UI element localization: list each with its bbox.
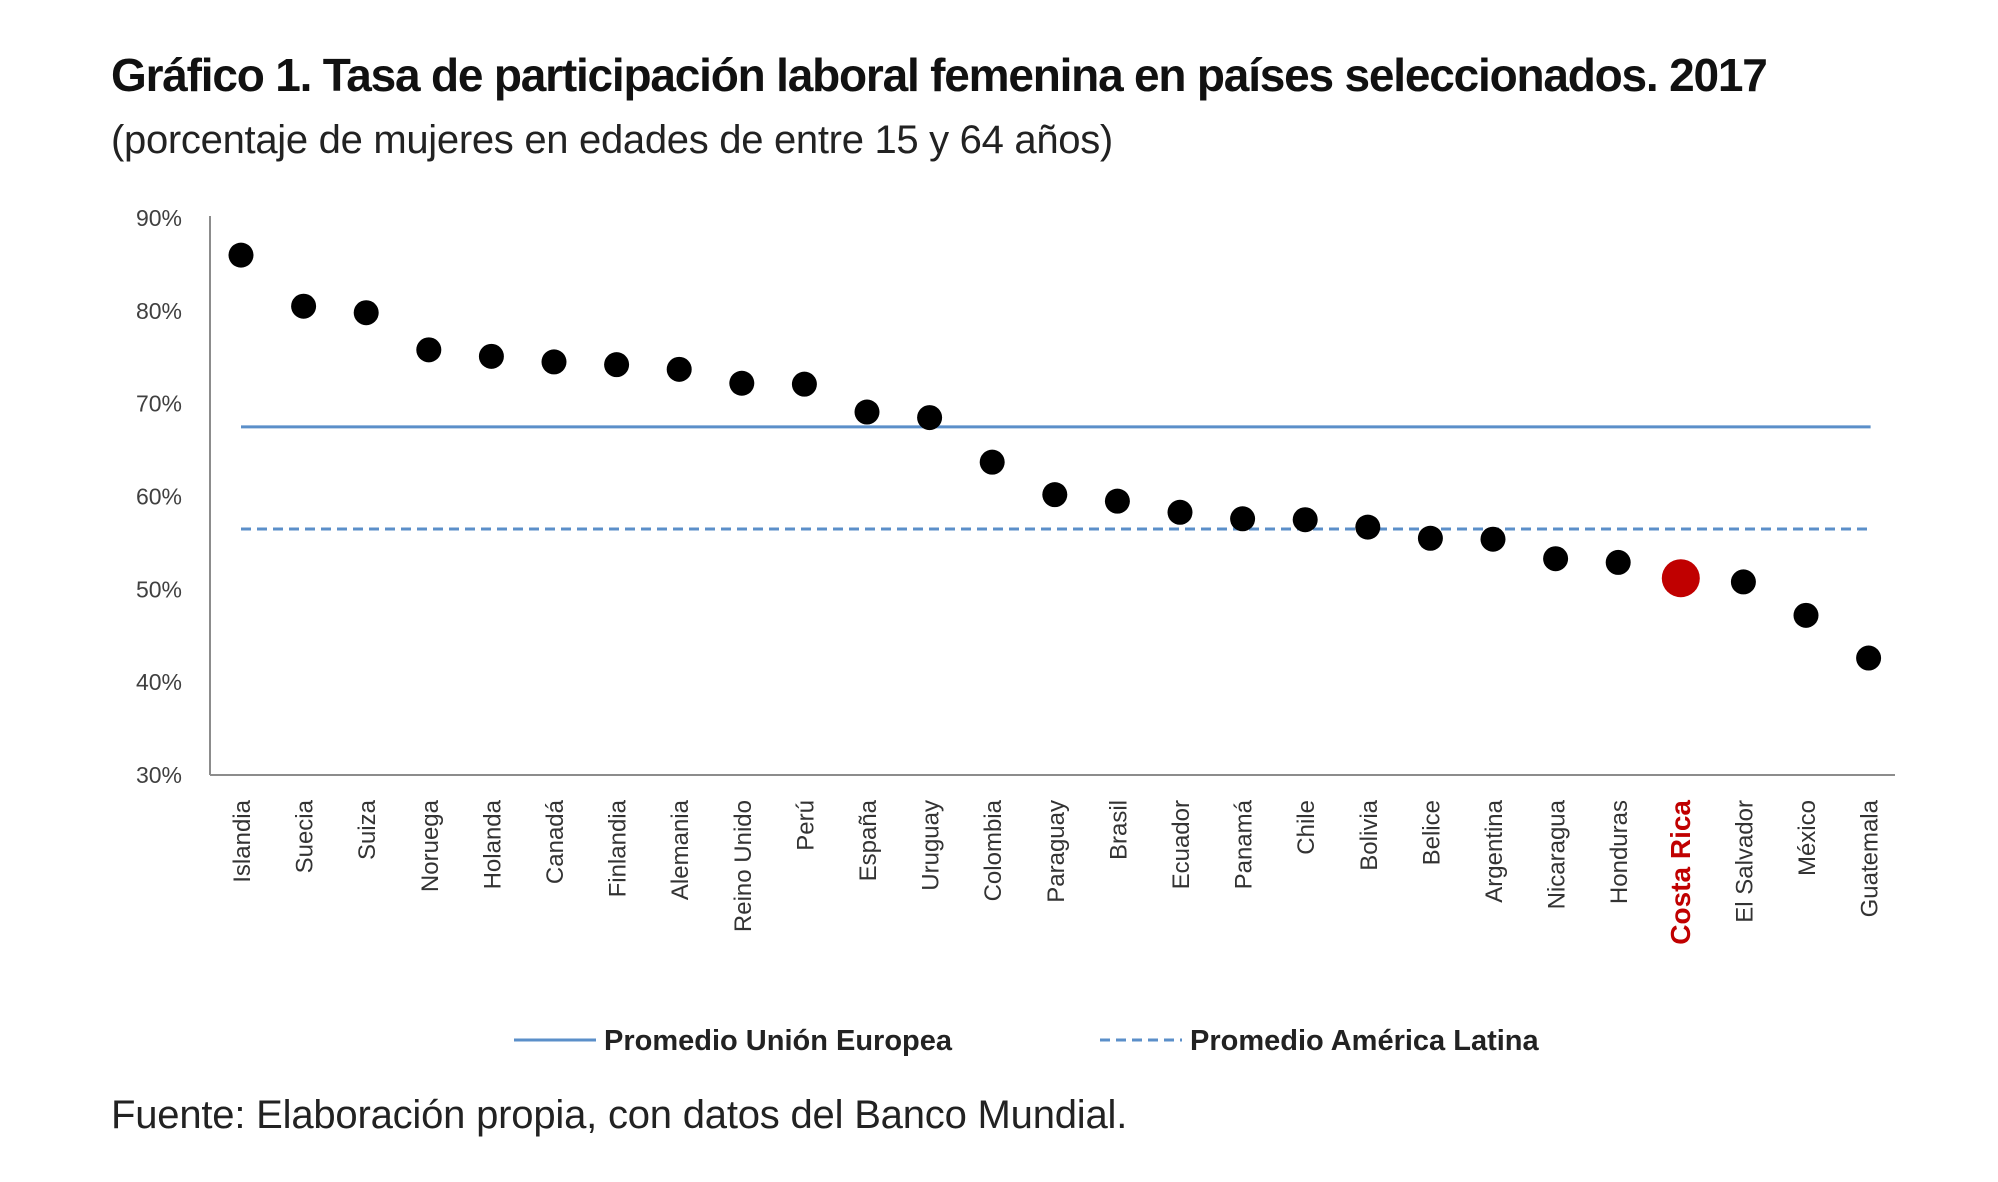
x-category-label: España [855, 799, 882, 881]
legend-label-eu: Promedio Unión Europea [604, 1025, 953, 1057]
x-category-label: Guatemala [1857, 799, 1884, 917]
x-category-label: Noruega [417, 799, 444, 892]
data-point [1355, 514, 1381, 540]
x-category-label: Honduras [1606, 800, 1633, 904]
data-point [353, 300, 379, 326]
y-tick-labels: 90% 80% 70% 60% 50% 40% 30% [136, 205, 182, 788]
x-category-label: México [1794, 800, 1821, 876]
x-category-label: Perú [792, 800, 819, 851]
data-point [1292, 507, 1318, 533]
x-category-label: Bolivia [1356, 799, 1383, 870]
data-point [1417, 525, 1443, 551]
x-category-label: Paraguay [1043, 800, 1070, 903]
x-category-label: Canadá [542, 799, 569, 884]
x-category-label: Alemania [667, 799, 694, 900]
legend: Promedio Unión Europea Promedio América L… [514, 1025, 1540, 1057]
y-tick-label: 80% [136, 298, 182, 324]
data-point [1104, 488, 1130, 514]
data-points [228, 242, 1882, 671]
y-tick-label: 90% [136, 205, 182, 231]
data-point [1230, 506, 1256, 532]
x-category-label: Suiza [354, 799, 381, 860]
data-point [604, 352, 630, 378]
data-point [228, 242, 254, 268]
x-category-label: Suecia [292, 799, 319, 873]
y-tick-label: 70% [136, 391, 182, 417]
y-tick-label: 60% [136, 484, 182, 510]
x-category-label: Finlandia [605, 799, 632, 897]
chart-title: Gráfico 1. Tasa de participación laboral… [111, 49, 1768, 101]
data-point [854, 399, 880, 425]
x-category-label: Holanda [479, 799, 506, 889]
data-point [666, 356, 692, 382]
x-category-label: Ecuador [1168, 800, 1195, 889]
axes [209, 216, 1895, 776]
source-note: Fuente: Elaboración propia, con datos de… [111, 1093, 1128, 1137]
x-category-label: Nicaragua [1544, 799, 1571, 909]
legend-label-latam: Promedio América Latina [1190, 1025, 1540, 1057]
data-point [416, 337, 442, 363]
y-tick-label: 30% [136, 762, 182, 788]
data-point [979, 449, 1005, 475]
data-point [917, 405, 943, 431]
x-category-label: Argentina [1481, 799, 1508, 902]
x-category-label: Islandia [229, 799, 256, 882]
x-category-label-highlight: Costa Rica [1665, 800, 1696, 945]
data-point [1730, 569, 1756, 595]
data-point [541, 349, 567, 375]
x-category-label: Uruguay [918, 800, 945, 891]
data-point [478, 343, 504, 369]
data-point-highlight [1661, 559, 1700, 598]
data-point [1480, 526, 1506, 552]
x-category-label: Brasil [1105, 800, 1132, 860]
data-point [291, 293, 317, 319]
data-point [1543, 546, 1569, 572]
data-point [1793, 602, 1819, 628]
chart-subtitle: (porcentaje de mujeres en edades de entr… [111, 118, 1113, 162]
data-point [1856, 645, 1882, 671]
data-point [729, 370, 755, 396]
x-category-label: Belice [1418, 800, 1445, 865]
reference-lines [241, 425, 1871, 531]
y-tick-label: 50% [136, 576, 182, 602]
data-point [1605, 549, 1631, 575]
x-category-labels: Islandia Suecia Suiza Noruega Holanda Canadá F… [229, 799, 1884, 944]
data-point [1167, 499, 1193, 525]
x-category-label: Colombia [980, 799, 1007, 901]
data-point [1042, 482, 1068, 508]
x-category-label: El Salvador [1731, 800, 1758, 923]
x-category-label: Reino Unido [730, 800, 757, 932]
x-category-label: Panamá [1231, 799, 1258, 889]
x-category-label: Chile [1293, 800, 1320, 855]
data-point [791, 371, 817, 397]
y-tick-label: 40% [136, 669, 182, 695]
